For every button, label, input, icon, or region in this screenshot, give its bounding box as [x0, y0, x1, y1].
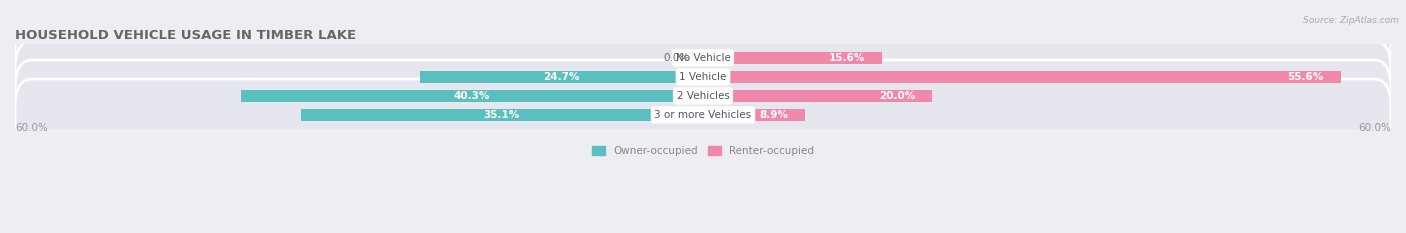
Text: 1 Vehicle: 1 Vehicle [679, 72, 727, 82]
Text: 35.1%: 35.1% [484, 110, 520, 120]
FancyBboxPatch shape [15, 79, 1391, 151]
Bar [301, 109, 703, 121]
FancyBboxPatch shape [15, 41, 1391, 113]
Text: 3 or more Vehicles: 3 or more Vehicles [654, 110, 752, 120]
Text: 2 Vehicles: 2 Vehicles [676, 91, 730, 101]
Text: 60.0%: 60.0% [1358, 123, 1391, 133]
Bar [703, 52, 882, 64]
Bar [420, 71, 703, 83]
Text: 20.0%: 20.0% [879, 91, 915, 101]
Legend: Owner-occupied, Renter-occupied: Owner-occupied, Renter-occupied [588, 142, 818, 160]
Text: No Vehicle: No Vehicle [675, 53, 731, 63]
Text: 55.6%: 55.6% [1286, 72, 1323, 82]
Bar [703, 109, 806, 121]
Text: 15.6%: 15.6% [828, 53, 865, 63]
Text: 40.3%: 40.3% [454, 91, 491, 101]
FancyBboxPatch shape [15, 22, 1391, 94]
Bar [703, 71, 1340, 83]
Text: HOUSEHOLD VEHICLE USAGE IN TIMBER LAKE: HOUSEHOLD VEHICLE USAGE IN TIMBER LAKE [15, 29, 356, 42]
FancyBboxPatch shape [15, 60, 1391, 132]
Bar [703, 90, 932, 102]
Text: Source: ZipAtlas.com: Source: ZipAtlas.com [1303, 16, 1399, 25]
Bar [240, 90, 703, 102]
Text: 8.9%: 8.9% [759, 110, 787, 120]
Text: 24.7%: 24.7% [543, 72, 579, 82]
Text: 60.0%: 60.0% [15, 123, 48, 133]
Text: 0.0%: 0.0% [664, 53, 689, 63]
